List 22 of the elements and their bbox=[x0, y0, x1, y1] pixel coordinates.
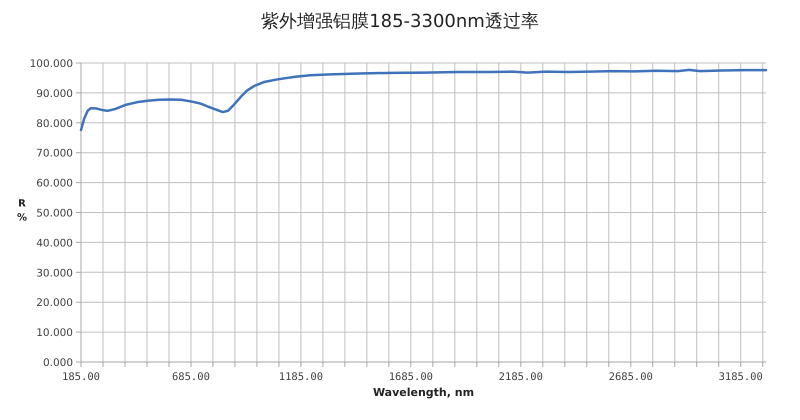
x-tick-label: 185.00 bbox=[62, 371, 100, 383]
y-tick-label: 80.000 bbox=[36, 118, 73, 130]
x-tick-label: 1185.00 bbox=[278, 371, 324, 383]
y-tick-label: 100.000 bbox=[30, 58, 73, 70]
x-tick-label: 685.00 bbox=[172, 371, 210, 383]
y-tick-label: 0.000 bbox=[42, 357, 73, 369]
y-tick-label: 90.000 bbox=[36, 88, 73, 100]
y-tick-label: 20.000 bbox=[36, 297, 73, 310]
y-tick-label: 30.000 bbox=[36, 267, 73, 280]
x-tick-label: 2185.00 bbox=[498, 371, 543, 383]
y-tick-label: 50.000 bbox=[36, 208, 73, 220]
y-axis-title: R % bbox=[16, 198, 28, 224]
x-tick-label: 1685.00 bbox=[388, 371, 433, 383]
y-tick-label: 40.000 bbox=[36, 237, 73, 250]
line-series bbox=[80, 68, 768, 132]
y-tick-label: 60.000 bbox=[36, 178, 73, 190]
y-tick-label: 10.000 bbox=[36, 327, 73, 340]
x-tick-label: 2685.00 bbox=[608, 371, 653, 383]
x-tick-label: 3185.00 bbox=[718, 371, 763, 383]
x-axis-title: Wavelength, nm bbox=[372, 386, 474, 399]
y-tick-label: 70.000 bbox=[36, 148, 73, 160]
chart-title: 紫外增强铝膜185-3300nm透过率 bbox=[261, 11, 539, 32]
